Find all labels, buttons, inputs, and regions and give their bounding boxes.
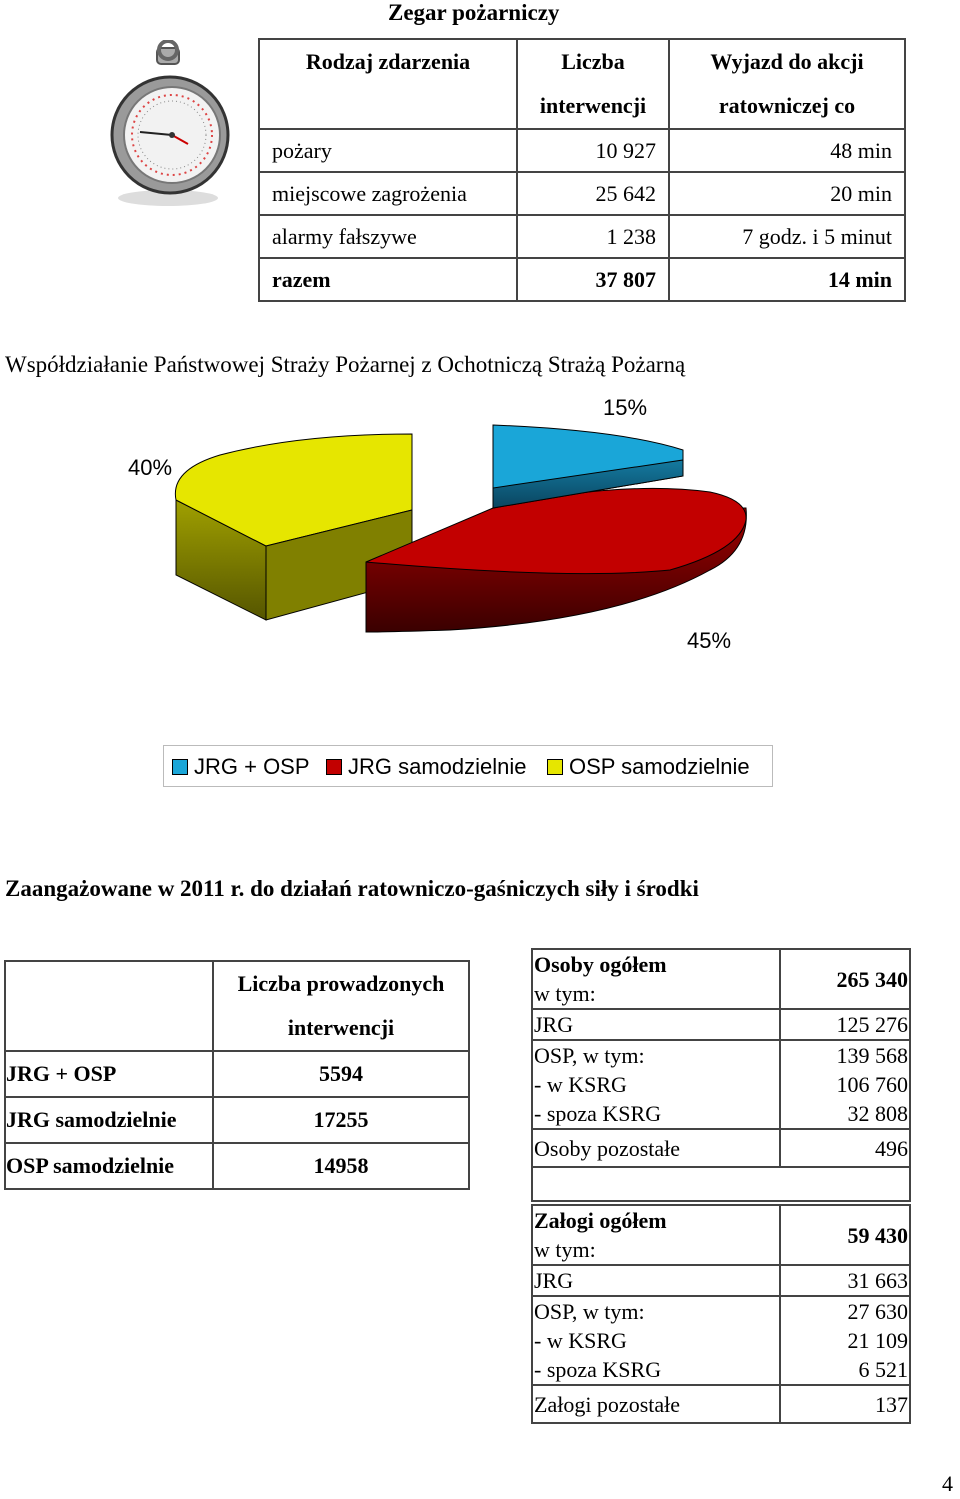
- stopwatch-image: [110, 40, 230, 206]
- cell-count: 10 927: [516, 128, 670, 173]
- col-header-interventions: Liczba prowadzonych interwencji: [212, 960, 470, 1052]
- cell-label: JRG: [531, 1264, 781, 1297]
- cell-category: JRG samodzielnie: [4, 1096, 214, 1144]
- cell-label: OSP, w tym: - w KSRG - spoza KSRG: [531, 1295, 781, 1386]
- table-row: JRG 125 276: [531, 1008, 911, 1041]
- legend-item-osp: OSP samodzielnie: [547, 754, 750, 780]
- cell-value: 27 630 21 109 6 521: [779, 1295, 911, 1386]
- cell-value: 17255: [212, 1096, 470, 1144]
- cell-frequency: 7 godz. i 5 minut: [668, 214, 906, 259]
- cell-label: OSP, w tym: - w KSRG - spoza KSRG: [531, 1039, 781, 1130]
- legend-swatch: [172, 759, 188, 775]
- pie-slice-jrg-osp: [492, 424, 684, 509]
- cell-value: 14958: [212, 1142, 470, 1190]
- pie-slice-osp: [174, 433, 413, 621]
- pie-slice-jrg: [365, 487, 747, 633]
- cell-type: pożary: [258, 128, 518, 173]
- table-row-empty: [531, 1166, 911, 1202]
- pie-label-jrg-osp: 15%: [603, 395, 648, 420]
- pie-chart: [174, 424, 747, 633]
- col-header-count: Liczba interwencji: [516, 38, 670, 130]
- interventions-table: Liczba prowadzonych interwencji JRG + OSP…: [4, 960, 470, 1190]
- table-row: JRG 31 663: [531, 1264, 911, 1297]
- cell-value: 137: [779, 1384, 911, 1424]
- pie-label-osp: 40%: [128, 455, 173, 480]
- chart-legend: JRG + OSP JRG samodzielnie OSP samodziel…: [163, 745, 773, 787]
- cell-type: alarmy fałszywe: [258, 214, 518, 259]
- cell-value: 5594: [212, 1050, 470, 1098]
- cell-value: 139 568 106 760 32 808: [779, 1039, 911, 1130]
- legend-swatch: [547, 759, 563, 775]
- table-row: OSP samodzielnie 14958: [4, 1142, 470, 1190]
- table-row: OSP, w tym: - w KSRG - spoza KSRG 139 568 1…: [531, 1039, 911, 1130]
- table-row: pożary 10 927 48 min: [258, 128, 906, 173]
- crews-table: Załogi ogółem w tym: 59 430 JRG 31 663 OS…: [531, 1204, 911, 1424]
- cell-type: miejscowe zagrożenia: [258, 171, 518, 216]
- cell-persons-title: Osoby ogółem w tym:: [531, 948, 781, 1010]
- resources-heading: Zaangażowane w 2011 r. do działań ratown…: [5, 876, 699, 901]
- table-row: Osoby pozostałe 496: [531, 1128, 911, 1168]
- cell-value: 31 663: [779, 1264, 911, 1297]
- cell-count: 1 238: [516, 214, 670, 259]
- cell-total-label: razem: [258, 257, 518, 302]
- cell-label: JRG: [531, 1008, 781, 1041]
- total-row: razem 37 807 14 min: [258, 257, 906, 302]
- col-header-type: Rodzaj zdarzenia: [258, 38, 518, 130]
- table-row: Załogi pozostałe 137: [531, 1384, 911, 1424]
- cell-total-frequency: 14 min: [668, 257, 906, 302]
- table-row: miejscowe zagrożenia 25 642 20 min: [258, 171, 906, 216]
- pie-label-jrg: 45%: [687, 628, 732, 653]
- cell-total-count: 37 807: [516, 257, 670, 302]
- cell-crews-total: 59 430: [779, 1204, 911, 1266]
- legend-label: JRG + OSP: [194, 754, 310, 779]
- legend-label: OSP samodzielnie: [569, 754, 750, 779]
- cooperation-heading: Współdziałanie Państwowej Straży Pożarne…: [5, 352, 686, 377]
- cell-category: JRG + OSP: [4, 1050, 214, 1098]
- table-row: Osoby ogółem w tym: 265 340: [531, 948, 911, 1010]
- legend-swatch: [326, 759, 342, 775]
- page-number: 4: [942, 1471, 953, 1496]
- table-row: OSP, w tym: - w KSRG - spoza KSRG 27 630 21…: [531, 1295, 911, 1386]
- persons-table: Osoby ogółem w tym: 265 340 JRG 125 276 O…: [531, 948, 911, 1202]
- cell-value: 496: [779, 1128, 911, 1168]
- cell-count: 25 642: [516, 171, 670, 216]
- cell-persons-total: 265 340: [779, 948, 911, 1010]
- cell-frequency: 20 min: [668, 171, 906, 216]
- table-row: Załogi ogółem w tym: 59 430: [531, 1204, 911, 1266]
- cell-empty: [531, 1166, 911, 1202]
- table-row: JRG samodzielnie 17255: [4, 1096, 470, 1144]
- cell-crews-title: Załogi ogółem w tym:: [531, 1204, 781, 1266]
- cell-label: Osoby pozostałe: [531, 1128, 781, 1168]
- incidents-table: Rodzaj zdarzenia Liczba interwencji Wyjaz…: [258, 38, 906, 302]
- col-header-blank: [4, 960, 214, 1052]
- cell-label: Załogi pozostałe: [531, 1384, 781, 1424]
- clock-heading: Zegar pożarniczy: [388, 0, 560, 25]
- legend-label: JRG samodzielnie: [348, 754, 527, 779]
- legend-item-jrg: JRG samodzielnie: [326, 754, 527, 780]
- cell-frequency: 48 min: [668, 128, 906, 173]
- legend-item-jrg-osp: JRG + OSP: [172, 754, 310, 780]
- table-row: alarmy fałszywe 1 238 7 godz. i 5 minut: [258, 214, 906, 259]
- cell-value: 125 276: [779, 1008, 911, 1041]
- table-row: JRG + OSP 5594: [4, 1050, 470, 1098]
- cell-category: OSP samodzielnie: [4, 1142, 214, 1190]
- col-header-frequency: Wyjazd do akcji ratowniczej co: [668, 38, 906, 130]
